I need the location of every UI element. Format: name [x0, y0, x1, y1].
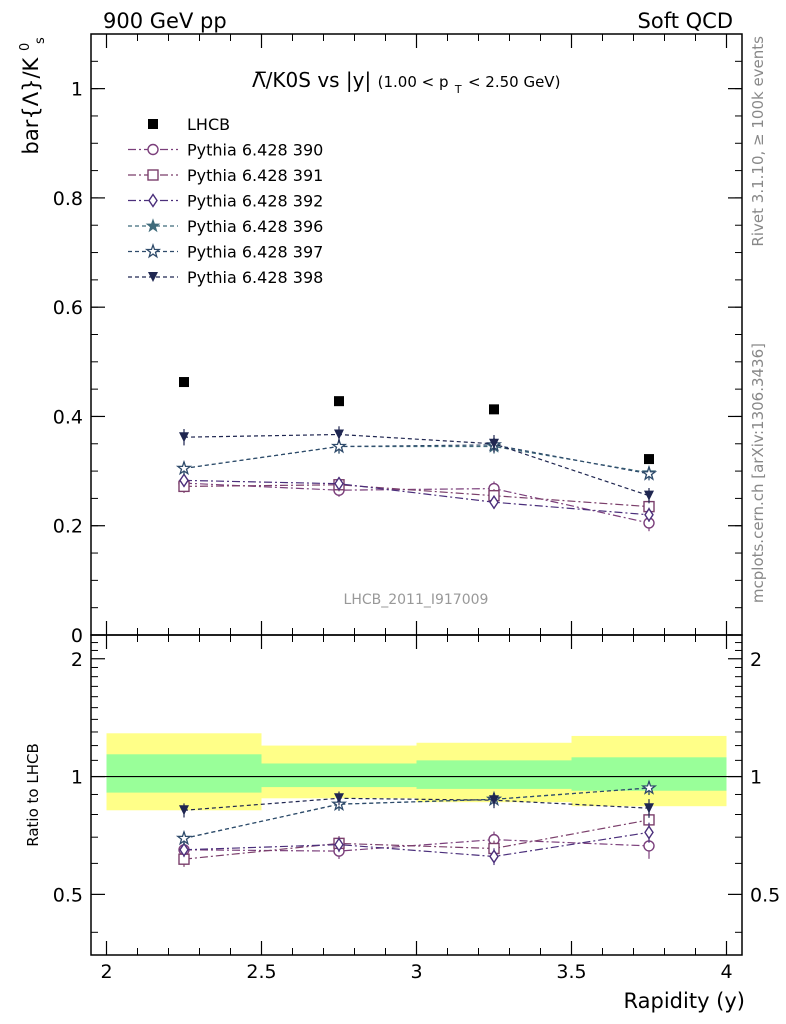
series-data [179, 377, 654, 465]
ratio-point [489, 849, 499, 864]
ratio-ylabel: Ratio to LHCB [24, 743, 42, 847]
data-point [330, 437, 348, 454]
data-point [179, 473, 189, 488]
y-tick-label: 1 [71, 79, 83, 101]
ratio-point [644, 825, 654, 840]
data-point [644, 507, 654, 523]
x-tick-label: 4 [720, 961, 732, 983]
mcplots-label: mcplots.cern.ch [arXiv:1306.3436] [749, 343, 767, 603]
chart-title: Λ̅/K0S vs |y| (1.00 < p T < 2.50 GeV) [252, 68, 560, 98]
chart-title-cut-sub: T [454, 83, 462, 96]
chart-title-cut: (1.00 < p [378, 73, 449, 91]
series-line [183, 484, 650, 508]
y-tick-label: 0 [71, 625, 83, 647]
ratio-y-tick-label: 2 [71, 649, 83, 671]
data-point [334, 429, 344, 440]
legend-label: Pythia 6.428 397 [187, 243, 323, 262]
ratio-line [183, 819, 650, 860]
data-point [489, 404, 499, 415]
legend-label: Pythia 6.428 398 [187, 268, 323, 287]
x-tick-label: 2 [100, 961, 112, 983]
main-ylabel-sup: 0 [18, 43, 33, 51]
series-line [183, 479, 650, 516]
data-point [179, 377, 189, 388]
rivet-label: Rivet 3.1.10, ≥ 100k events [749, 36, 767, 247]
data-point [179, 432, 189, 443]
series-line [183, 482, 650, 524]
legend-label: Pythia 6.428 390 [187, 141, 323, 160]
uncertainty-band-inner [416, 760, 572, 789]
ratio-line [183, 831, 650, 858]
main-ylabel-sub: s [33, 37, 48, 44]
ratio-point [640, 779, 658, 795]
ratio-point [179, 842, 189, 858]
legend-marker [148, 272, 158, 282]
legend-label: Pythia 6.428 391 [187, 166, 323, 185]
legend-marker [145, 218, 161, 233]
x-tick-label: 3.5 [556, 961, 586, 983]
data-point [175, 459, 193, 476]
y-tick-label: 0.4 [53, 406, 83, 428]
data-point [644, 490, 654, 501]
ratio-point [334, 837, 344, 852]
header-left: 900 GeV pp [103, 9, 227, 33]
data-point [640, 465, 658, 481]
ratio-y-tick-label-right: 2 [750, 649, 762, 671]
chart-title-cut-end: < 2.50 GeV) [468, 73, 560, 91]
legend-label: Pythia 6.428 392 [187, 192, 323, 211]
legend-marker [144, 242, 162, 259]
ratio-point [179, 805, 189, 816]
y-tick-label: 0.6 [53, 297, 83, 319]
data-point [334, 396, 344, 407]
series-5 [175, 436, 658, 481]
header-right: Soft QCD [638, 9, 733, 33]
data-point [489, 494, 499, 510]
ratio-point [175, 829, 193, 846]
main-ylabel-text: bar{Λ}/K [19, 56, 43, 154]
y-tick-label: 0.8 [53, 188, 83, 210]
data-point [489, 438, 499, 449]
ratio-y-tick-label: 0.5 [53, 884, 83, 906]
data-point [334, 476, 344, 491]
ratio-series-3 [179, 822, 654, 866]
x-tick-label: 3 [410, 961, 422, 983]
ratio-point [489, 795, 499, 806]
series-line [183, 444, 650, 475]
main-panel: 0 0.2 0.4 0.6 0.8 1 LHCB_2011_I917009 Λ̅/K0S … [10, 33, 743, 647]
legend-label: Pythia 6.428 396 [187, 217, 323, 236]
ratio-series-1 [178, 831, 655, 859]
legend-marker [148, 193, 158, 208]
series-3 [179, 473, 654, 523]
data-point [644, 454, 654, 465]
ratio-y-tick-label-right: 0.5 [750, 884, 780, 906]
ratio-y-tick-label-right: 1 [750, 767, 762, 789]
ratio-point [334, 793, 344, 804]
uncertainty-band-inner [106, 754, 262, 793]
x-tick-label: 2.5 [246, 961, 276, 983]
legend-marker-data [148, 119, 158, 129]
ratio-y-tick-label: 1 [71, 767, 83, 789]
ratio-panel: 2 2.5 3 3.5 4 0.5 0.5 1 1 2 2 Ratio to LHCB Rapidi… [24, 634, 780, 1013]
watermark: LHCB_2011_I917009 [344, 592, 489, 608]
legend-marker [147, 143, 159, 156]
main-ylabel: bar{Λ}/K 0 s [10, 36, 48, 154]
chart-title-main: Λ̅/K0S vs |y| [252, 68, 371, 92]
ratio-point [644, 803, 654, 814]
legend: LHCB Pythia 6.428 390 Pythia 6.428 391 Pyth… [128, 115, 323, 287]
legend-label-data: LHCB [187, 115, 230, 134]
uncertainty-band-inner [261, 763, 417, 788]
ratio-line [183, 787, 650, 839]
y-tick-label: 0.2 [53, 516, 83, 538]
series-6 [179, 426, 654, 504]
ratio-series-2 [178, 810, 655, 867]
ratio-series-6 [179, 791, 654, 818]
legend-marker [147, 169, 159, 181]
series-line [183, 445, 650, 474]
series-1 [178, 476, 655, 532]
series-line [183, 433, 650, 497]
x-axis-label: Rapidity (y) [624, 989, 745, 1013]
ratio-line [183, 797, 650, 811]
ratio-line [183, 838, 650, 852]
